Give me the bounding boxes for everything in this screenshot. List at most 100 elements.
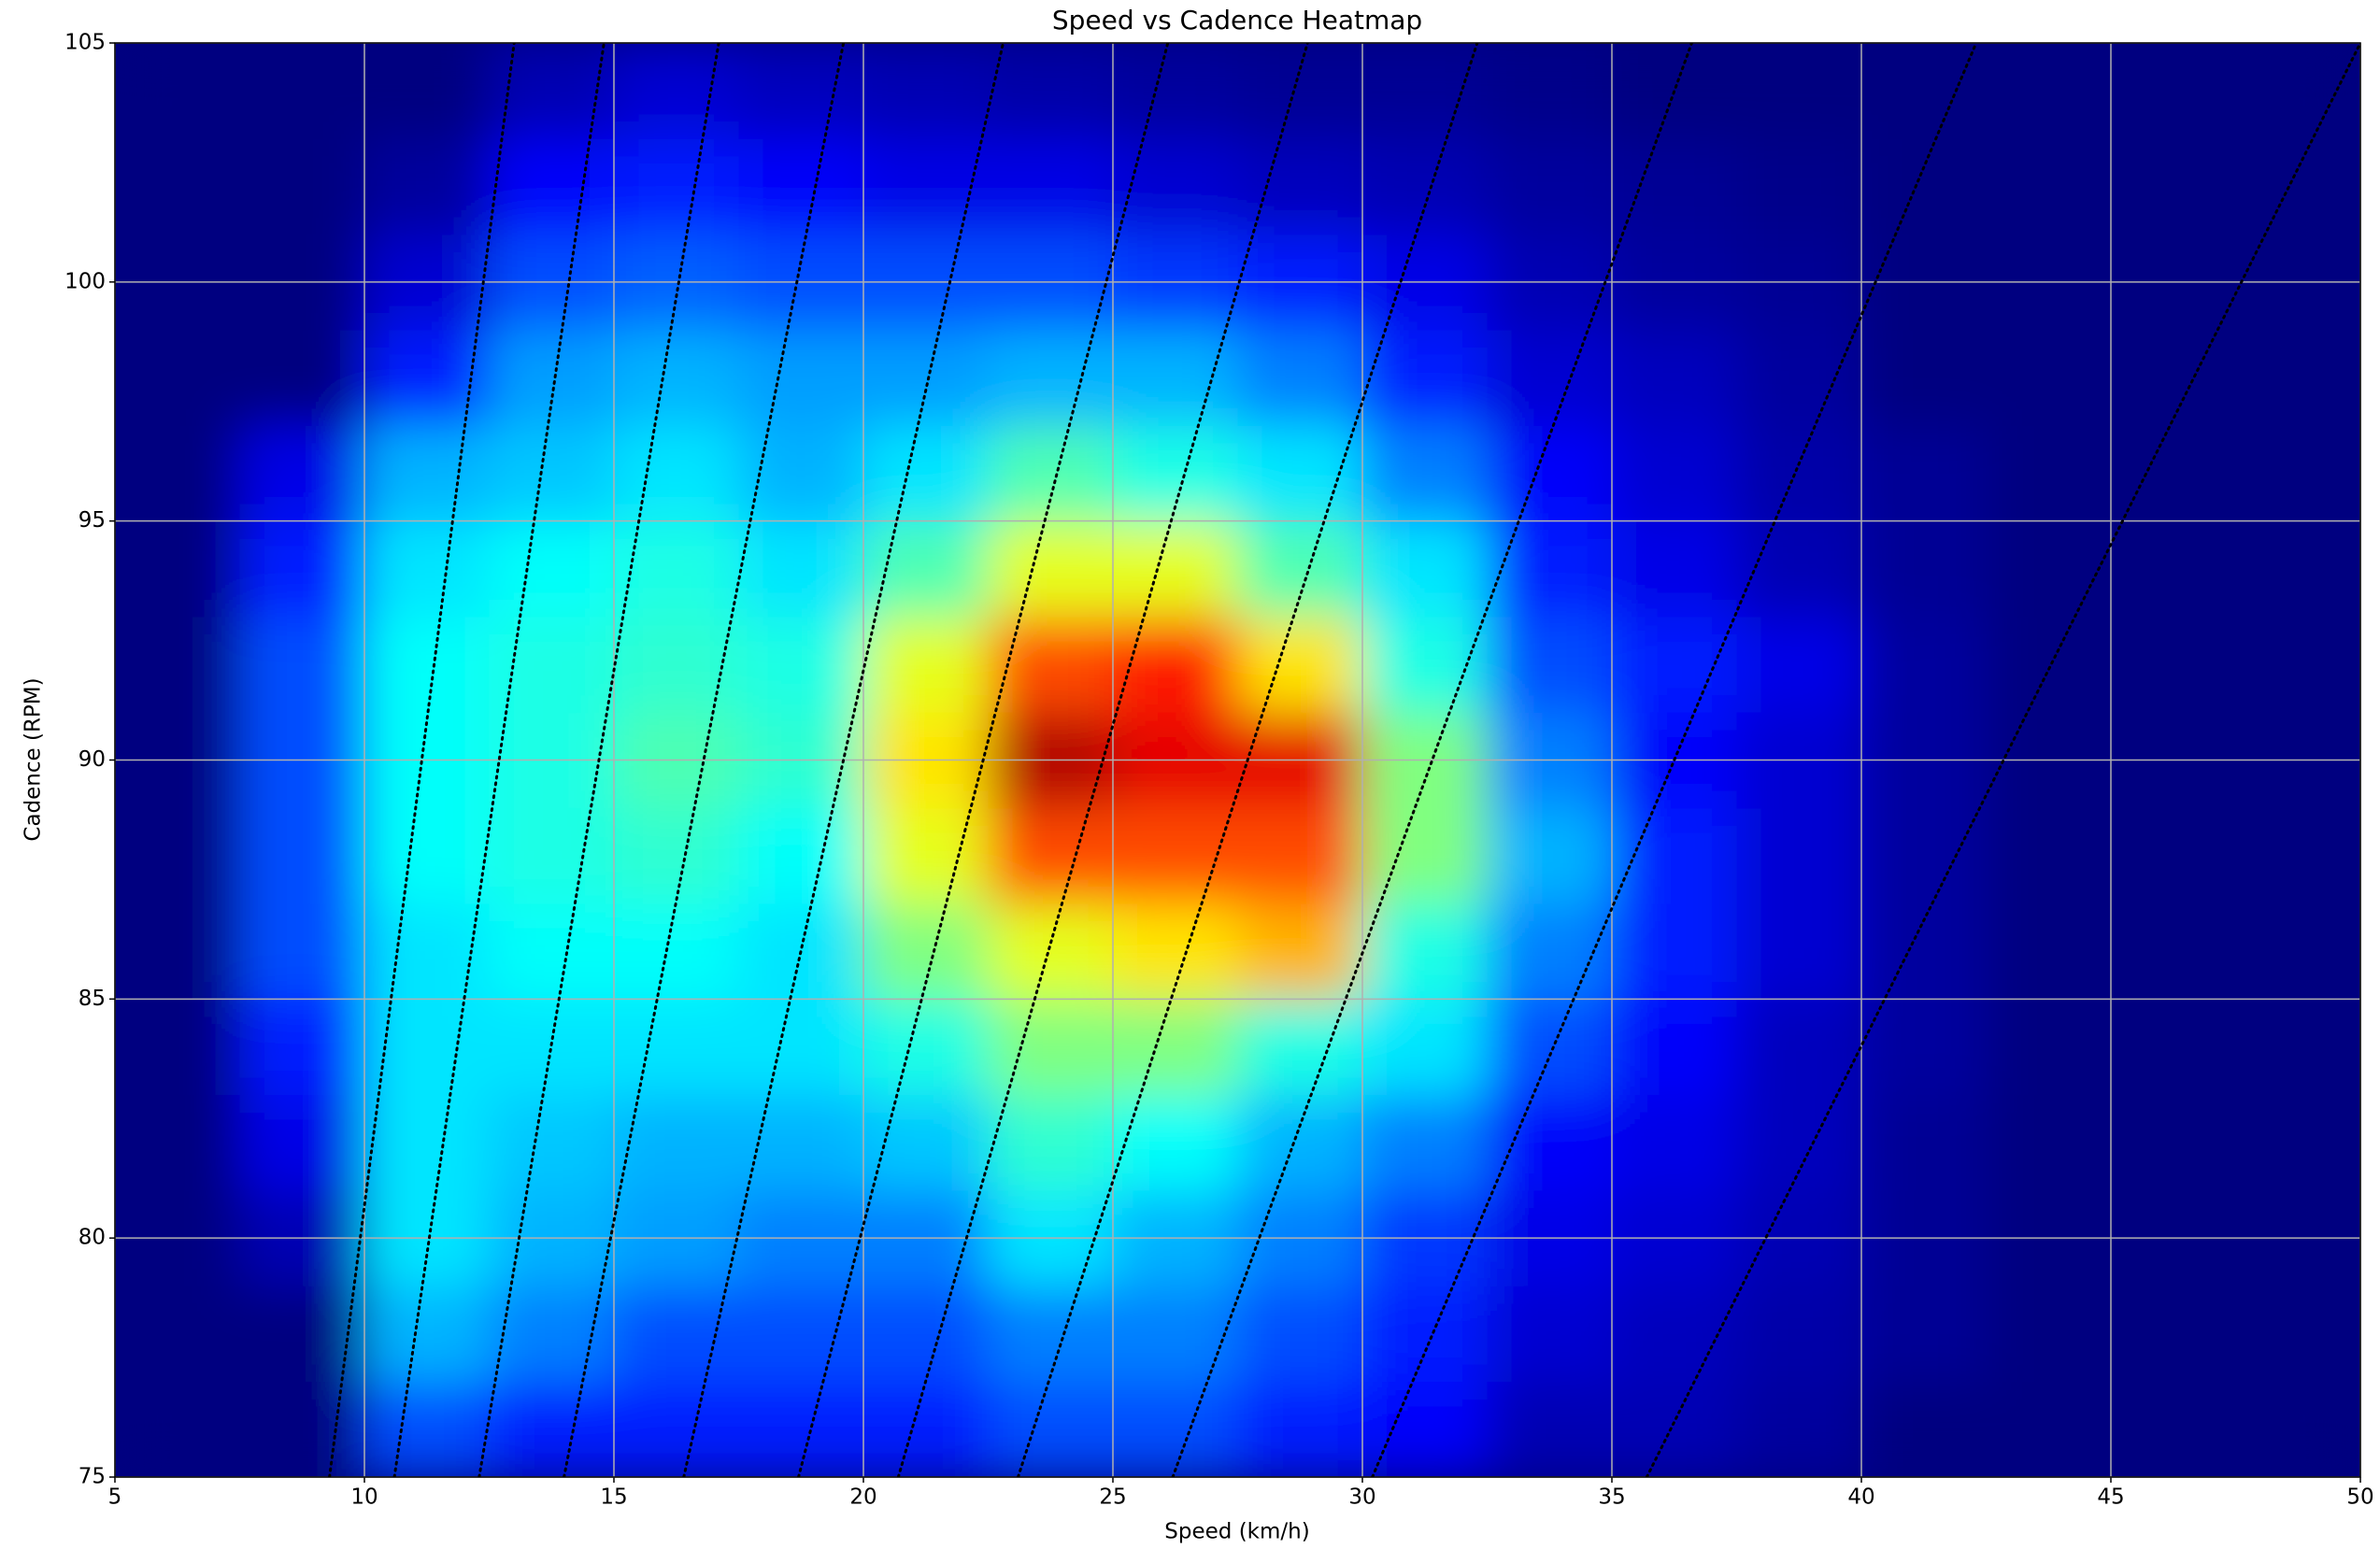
heat-cell — [364, 903, 490, 1000]
gear-line — [682, 43, 1005, 1477]
heat-cell — [2235, 1094, 2360, 1191]
heat-cell — [115, 1286, 240, 1383]
heat-cell — [1487, 330, 1613, 426]
y-axis-label: Cadence (RPM) — [21, 677, 46, 841]
heat-cell — [2111, 1381, 2236, 1477]
heat-cell — [1736, 138, 1862, 235]
y-tick-label: 95 — [78, 508, 106, 533]
heat-cell — [2235, 1286, 2360, 1383]
heat-cell — [1861, 330, 1987, 426]
heat-cell — [489, 425, 615, 522]
x-tick-label: 10 — [350, 1485, 378, 1510]
heat-cell — [239, 425, 365, 522]
heat-cell — [1986, 1094, 2112, 1191]
x-tick-label: 40 — [1847, 1485, 1874, 1510]
heat-cell — [115, 425, 240, 522]
heat-cell — [489, 617, 615, 713]
heat-cell — [1237, 43, 1363, 139]
heat-cell — [738, 1381, 864, 1477]
heat-cell — [1612, 1286, 1737, 1383]
heat-cell — [614, 520, 739, 618]
heat-cell — [863, 1381, 989, 1477]
heat-cell — [489, 138, 615, 235]
heat-cell — [1237, 617, 1363, 713]
heat-cell — [738, 138, 864, 235]
heat-cell — [1736, 999, 1862, 1096]
heat-cell — [2111, 425, 2236, 522]
heat-cell — [364, 617, 490, 713]
heat-cell — [1487, 617, 1613, 713]
heat-cell — [988, 1286, 1114, 1383]
heat-cell — [2111, 1094, 2236, 1191]
heat-cell — [1362, 43, 1488, 139]
heat-cell — [1736, 1094, 1862, 1191]
heat-cell — [1861, 1286, 1987, 1383]
heat-cell — [2111, 520, 2236, 618]
heat-cell — [863, 43, 989, 139]
heat-cell — [1362, 903, 1488, 1000]
heat-cell — [1986, 903, 2112, 1000]
heat-cell — [988, 1381, 1114, 1477]
heat-cell — [489, 330, 615, 426]
heat-cell — [1237, 999, 1363, 1096]
heat-cell — [614, 617, 739, 713]
gear-line — [797, 43, 1170, 1477]
heat-cell — [1362, 999, 1488, 1096]
heat-cell — [1113, 999, 1238, 1096]
heat-cell — [738, 425, 864, 522]
plot-frame — [114, 42, 2361, 1478]
heat-cell — [1362, 330, 1488, 426]
y-tick-label: 85 — [78, 987, 106, 1011]
heat-cell — [364, 330, 490, 426]
heat-cell — [988, 43, 1114, 139]
heat-cell — [1612, 617, 1737, 713]
heat-cell — [1487, 425, 1613, 522]
heat-cell — [364, 807, 490, 904]
heat-cell — [1113, 43, 1238, 139]
heat-cell — [1612, 425, 1737, 522]
heat-cell — [364, 520, 490, 618]
heat-cell — [1736, 807, 1862, 904]
heat-cell — [2235, 520, 2360, 618]
heat-cell — [1986, 807, 2112, 904]
gear-line — [477, 43, 720, 1477]
heat-cell — [738, 807, 864, 904]
heat-cell — [1113, 138, 1238, 235]
heat-cell — [1487, 1286, 1613, 1383]
heat-cell — [863, 330, 989, 426]
heat-cell — [364, 1381, 490, 1477]
heat-cell — [2111, 330, 2236, 426]
heat-cell — [1861, 425, 1987, 522]
heat-cell — [1362, 138, 1488, 235]
heat-cell — [115, 520, 240, 618]
y-tick-label: 75 — [78, 1465, 106, 1489]
heat-cell — [1861, 807, 1987, 904]
heat-cell — [115, 617, 240, 713]
heat-cell — [614, 1381, 739, 1477]
heat-cell — [2235, 999, 2360, 1096]
heat-cell — [115, 1094, 240, 1191]
heat-cell — [1487, 999, 1613, 1096]
heat-cell — [1986, 520, 2112, 618]
heat-cell — [1736, 43, 1862, 139]
x-tick-label: 30 — [1348, 1485, 1375, 1510]
heat-cell — [115, 903, 240, 1000]
heat-cell — [738, 999, 864, 1096]
heat-cell — [1612, 903, 1737, 1000]
heat-cell — [239, 1381, 365, 1477]
heat-cell — [115, 1381, 240, 1477]
heat-cell — [1986, 617, 2112, 713]
heat-cell — [2235, 425, 2360, 522]
x-tick-label: 35 — [1598, 1485, 1625, 1510]
heat-cell — [614, 138, 739, 235]
heat-cell — [614, 999, 739, 1096]
heat-cell — [863, 617, 989, 713]
heat-cell — [489, 1094, 615, 1191]
heat-cell — [1986, 43, 2112, 139]
heat-cell — [489, 1286, 615, 1383]
heat-cell — [239, 1286, 365, 1383]
gear-line — [392, 43, 606, 1477]
heat-cell — [239, 903, 365, 1000]
chart-title: Speed vs Cadence Heatmap — [1052, 5, 1422, 36]
heat-cell — [1612, 520, 1737, 618]
